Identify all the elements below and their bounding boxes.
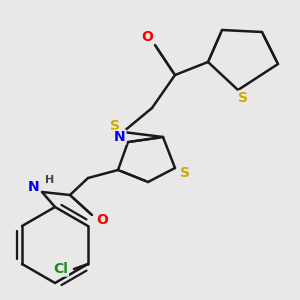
Text: Cl: Cl: [53, 262, 68, 276]
Text: H: H: [45, 175, 55, 185]
Text: N: N: [28, 180, 40, 194]
Text: O: O: [141, 30, 153, 44]
Text: S: S: [180, 166, 190, 180]
Text: S: S: [110, 119, 120, 133]
Text: S: S: [238, 91, 248, 105]
Text: N: N: [114, 130, 126, 144]
Text: O: O: [96, 213, 108, 227]
